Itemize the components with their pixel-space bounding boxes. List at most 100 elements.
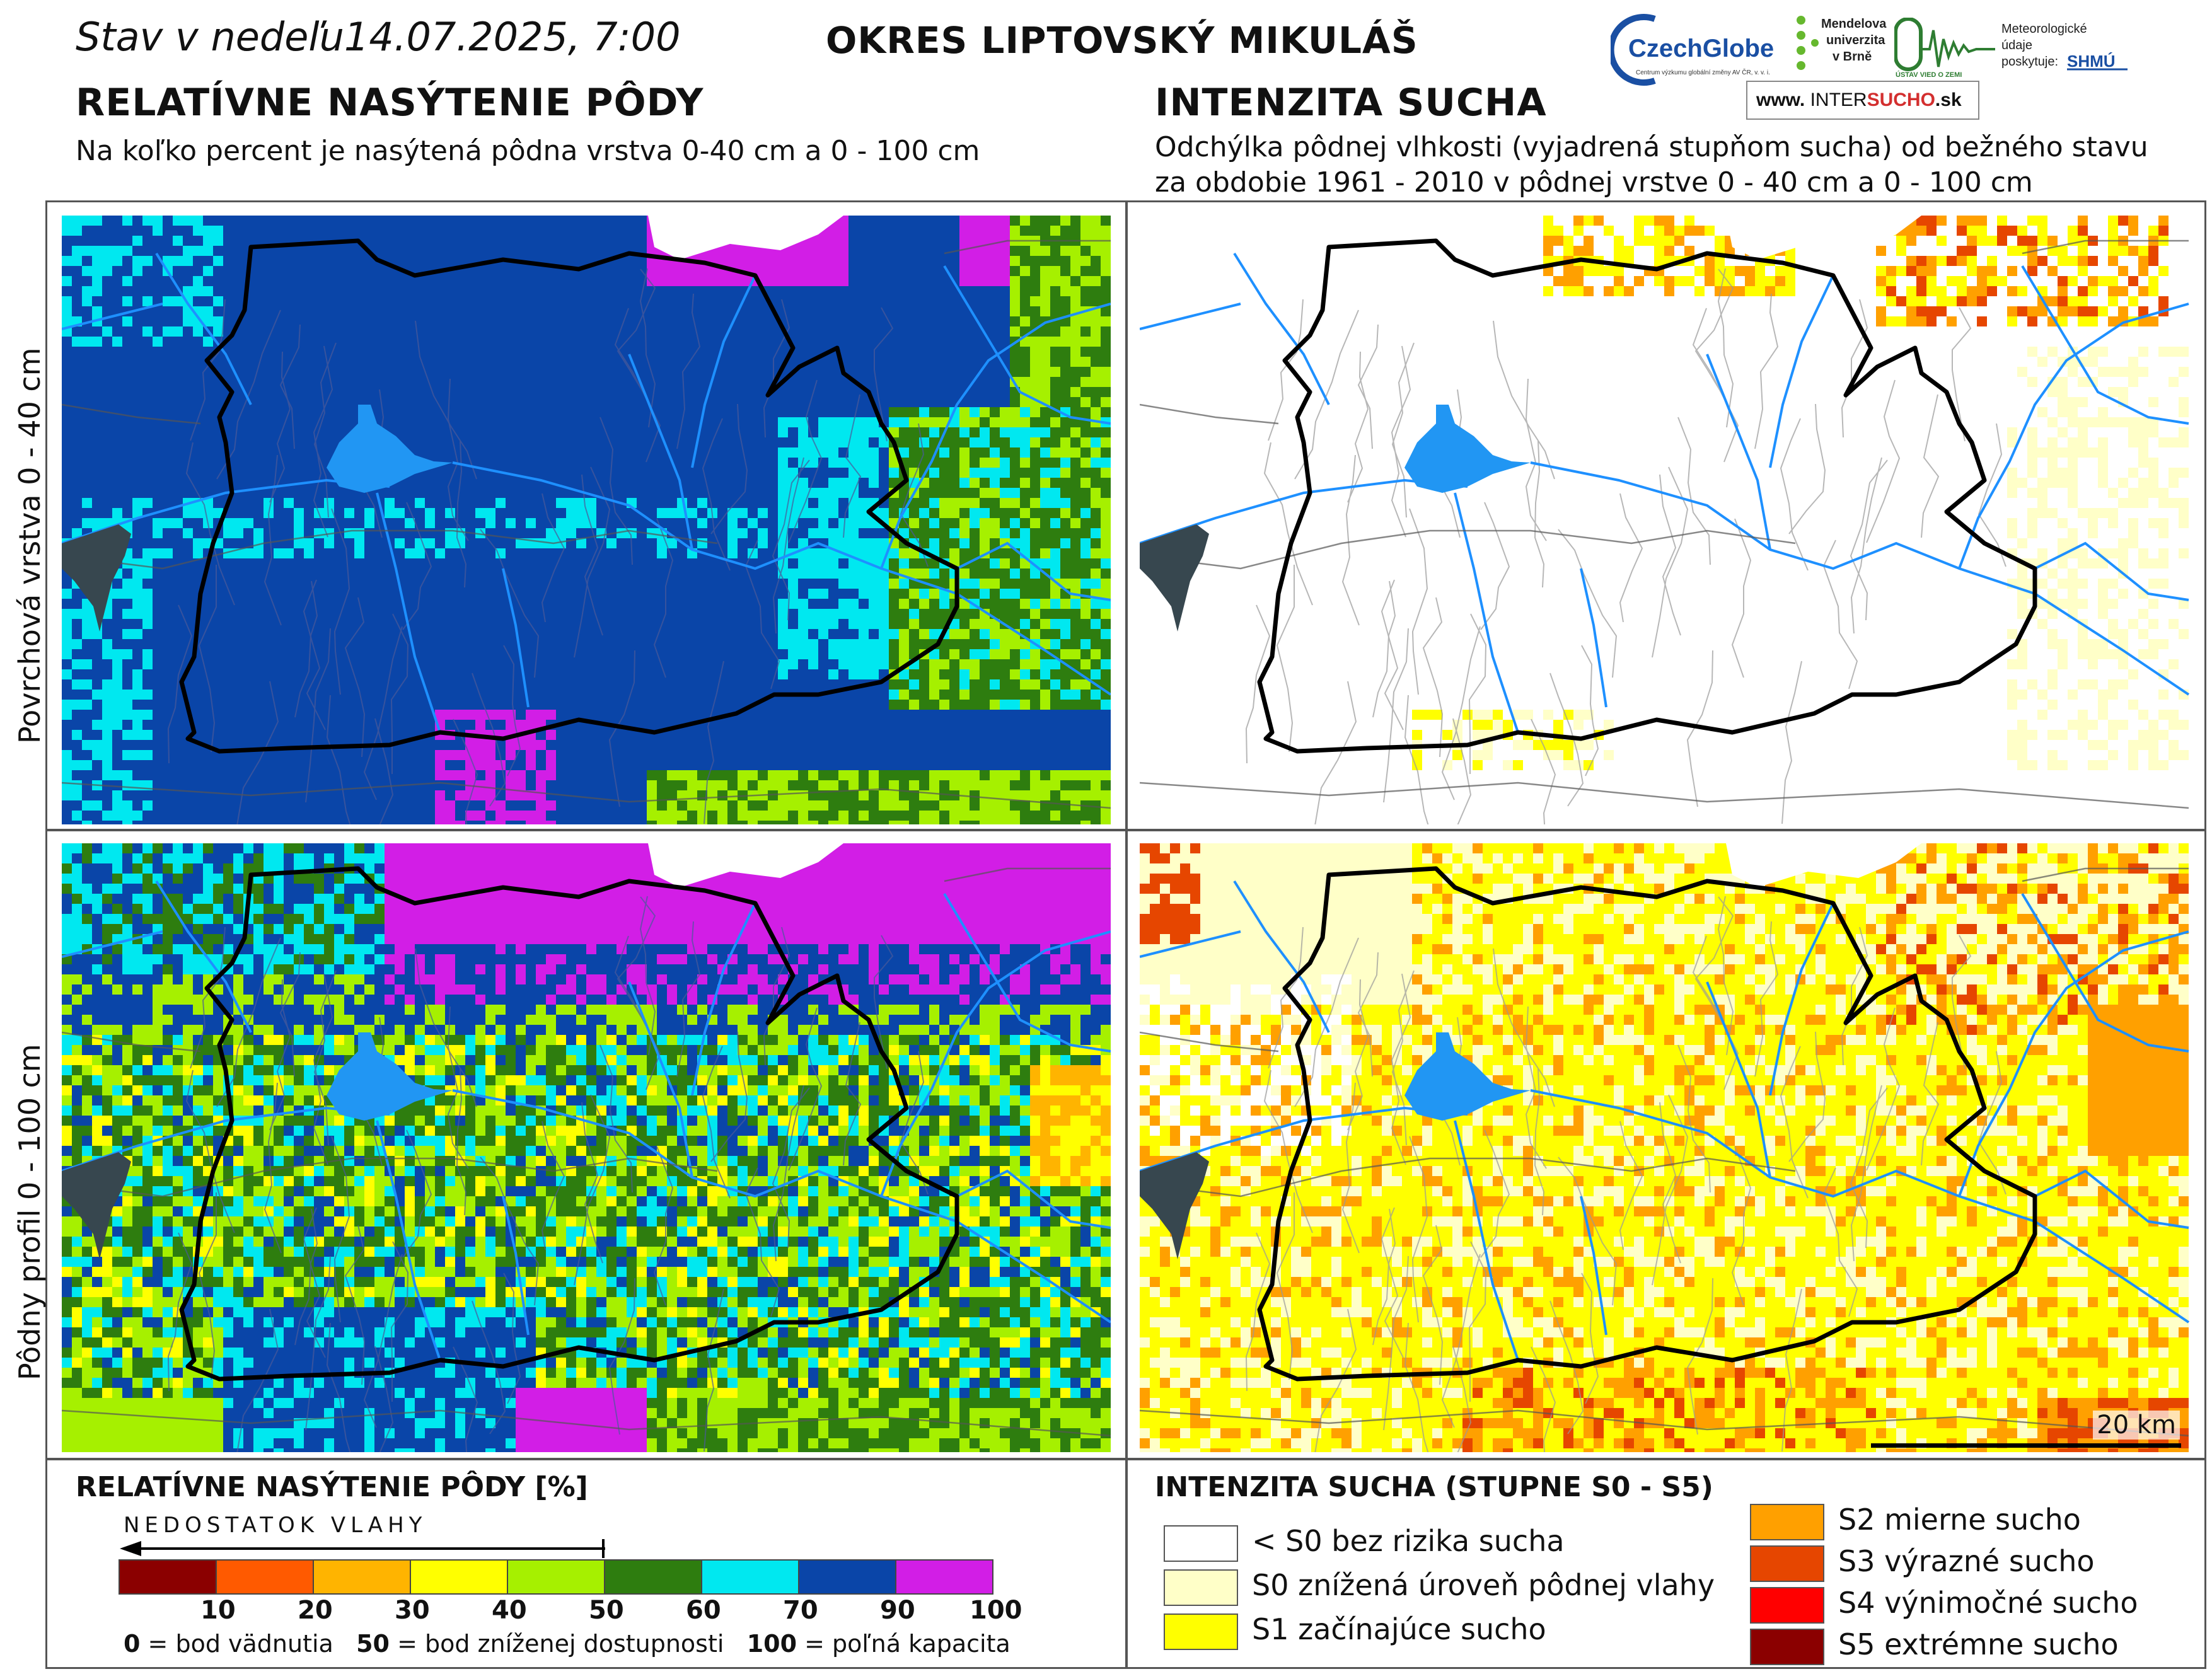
drought-swatch bbox=[1750, 1629, 1824, 1665]
rivers bbox=[62, 252, 1111, 733]
drought-subtitle-2: za obdobie 1961 - 2010 v pôdnej vrstve 0… bbox=[1155, 165, 2033, 200]
outside-border-area bbox=[1726, 843, 1921, 887]
drought-swatch bbox=[1164, 1569, 1238, 1606]
map-drought-profile: 20 km bbox=[1140, 843, 2194, 1452]
reservoir-dark bbox=[1140, 524, 1209, 632]
colorbar-segment bbox=[410, 1559, 508, 1595]
colorbar-segment bbox=[507, 1559, 605, 1595]
drought-swatch bbox=[1750, 1545, 1824, 1582]
colorbar-tick-label: 30 bbox=[395, 1596, 430, 1625]
deficit-arrow bbox=[120, 1539, 605, 1558]
drought-class-label: S1 začínajúce sucho bbox=[1252, 1612, 1546, 1646]
legend-saturation-title: RELATÍVNE NASÝTENIE PÔDY [%] bbox=[76, 1471, 588, 1503]
reservoir bbox=[1404, 405, 1531, 493]
stream-network bbox=[167, 896, 929, 1452]
svg-text:Mendelova: Mendelova bbox=[1821, 17, 1887, 31]
meteo-credit: Meteorologické údaje poskytuje: SHMÚ bbox=[2001, 19, 2140, 76]
row-label-topsoil: Povrchová vrstva 0 - 40 cm bbox=[13, 347, 47, 744]
date-value: 14.07.2025, 7:00 bbox=[344, 14, 681, 60]
stream-network bbox=[1245, 268, 2006, 824]
roads bbox=[1140, 240, 2189, 809]
raster-layer bbox=[62, 216, 1111, 824]
svg-text:údaje: údaje bbox=[2001, 38, 2032, 52]
district-boundary bbox=[179, 866, 959, 1382]
svg-text:univerzita: univerzita bbox=[1826, 33, 1885, 47]
scale-bar-label: 20 km bbox=[2093, 1411, 2180, 1440]
legend-drought-title: INTENZITA SUCHA (STUPNE S0 - S5) bbox=[1155, 1471, 1713, 1503]
colorbar-tick-label: 60 bbox=[686, 1596, 721, 1625]
uvzp-logo: ÚSTAV VIED O ZEMI bbox=[1894, 17, 1998, 81]
colorbar-segment bbox=[798, 1559, 896, 1595]
outside-border-area bbox=[648, 216, 843, 260]
drought-class-label: S4 výnimočné sucho bbox=[1838, 1586, 2138, 1620]
map-drought-topsoil bbox=[1140, 216, 2194, 824]
colorbar-tick-label: 40 bbox=[492, 1596, 527, 1625]
drought-legend-items: < S0 bez rizika sucha S0 znížená úroveň p… bbox=[1154, 1494, 2200, 1670]
colorbar-segment bbox=[604, 1559, 702, 1595]
drought-swatch bbox=[1164, 1613, 1238, 1650]
district-boundary bbox=[1257, 238, 2037, 754]
colorbar-tick-label: 70 bbox=[783, 1596, 818, 1625]
mendel-logo: Mendelova univerzita v Brně bbox=[1793, 13, 1894, 88]
deficit-arrow-label: NEDOSTATOK VLAHY bbox=[124, 1513, 427, 1538]
raster-layer bbox=[1140, 843, 2189, 1452]
header-date: Stav v nedeľu14.07.2025, 7:00 bbox=[76, 14, 681, 60]
date-prefix: Stav v nedeľu bbox=[76, 14, 344, 60]
drought-class-label: S3 výrazné sucho bbox=[1838, 1544, 2095, 1578]
czechglobe-text: CzechGlobe bbox=[1628, 35, 1774, 62]
saturation-title: RELATÍVNE NASÝTENIE PÔDY bbox=[76, 81, 704, 125]
svg-text:Meteorologické: Meteorologické bbox=[2001, 22, 2087, 36]
saturation-notes: 0 = bod vädnutia 50 = bod zníženej dostu… bbox=[124, 1630, 1010, 1658]
roads bbox=[62, 240, 1111, 809]
drought-swatch bbox=[1750, 1587, 1824, 1624]
drought-swatch bbox=[1164, 1525, 1238, 1562]
colorbar-tick-label: 100 bbox=[970, 1596, 1022, 1625]
frame-legend-right bbox=[1126, 1458, 2206, 1669]
reservoir-dark bbox=[62, 524, 131, 632]
stream-network bbox=[167, 268, 929, 824]
district-boundary bbox=[179, 238, 959, 754]
colorbar-tick-label: 90 bbox=[880, 1596, 915, 1625]
roads bbox=[1140, 867, 2189, 1437]
reservoir bbox=[327, 1032, 453, 1121]
row-label-profile: Pôdny profil 0 - 100 cm bbox=[13, 1044, 47, 1380]
scale-bar: 20 km bbox=[1871, 1411, 2186, 1448]
outside-border-area bbox=[648, 843, 843, 887]
saturation-colorbar bbox=[119, 1559, 1026, 1595]
drought-subtitle-1: Odchýlka pôdnej vlhkosti (vyjadrená stup… bbox=[1155, 130, 2148, 165]
colorbar-tick-label: 20 bbox=[298, 1596, 333, 1625]
district-title: OKRES LIPTOVSKÝ MIKULÁŠ bbox=[826, 19, 1418, 62]
saturation-subtitle: Na koľko percent je nasýtená pôdna vrstv… bbox=[76, 134, 980, 169]
czechglobe-logo: CzechGlobe Centrum výzkumu globální změn… bbox=[1607, 11, 1793, 87]
reservoir-dark bbox=[62, 1152, 131, 1259]
roads bbox=[62, 867, 1111, 1437]
colorbar-tick-label: 50 bbox=[589, 1596, 624, 1625]
saturation-colorbar-ticks: 10 20 30 40 50 60 70 90 100 bbox=[119, 1596, 1051, 1627]
colorbar-segment bbox=[216, 1559, 314, 1595]
district-boundary bbox=[1257, 866, 2037, 1382]
drought-class-label: < S0 bez rizika sucha bbox=[1252, 1524, 1565, 1558]
reservoir-dark bbox=[1140, 1152, 1209, 1259]
raster-layer bbox=[1140, 216, 2189, 824]
shmu-text: SHMÚ bbox=[2067, 52, 2116, 71]
colorbar-segment bbox=[119, 1559, 217, 1595]
reservoir bbox=[1404, 1032, 1531, 1121]
svg-text:ÚSTAV VIED O ZEMI: ÚSTAV VIED O ZEMI bbox=[1896, 71, 1962, 79]
map-saturation-topsoil bbox=[62, 216, 1111, 824]
svg-text:poskytuje:: poskytuje: bbox=[2001, 55, 2058, 69]
drought-class-label: S2 mierne sucho bbox=[1838, 1503, 2081, 1537]
drought-swatch bbox=[1750, 1504, 1824, 1540]
outside-border-area bbox=[1726, 216, 1921, 260]
colorbar-segment bbox=[701, 1559, 799, 1595]
drought-class-label: S5 extrémne sucho bbox=[1838, 1627, 2119, 1661]
stream-network bbox=[1245, 896, 2006, 1452]
colorbar-segment bbox=[313, 1559, 411, 1595]
intersucho-logo: www. INTERSUCHO.sk bbox=[1746, 81, 1979, 120]
drought-title: INTENZITA SUCHA bbox=[1155, 81, 1547, 125]
colorbar-tick-label: 10 bbox=[200, 1596, 236, 1625]
map-saturation-profile bbox=[62, 843, 1111, 1452]
drought-class-label: S0 znížená úroveň pôdnej vlahy bbox=[1252, 1568, 1715, 1602]
reservoir bbox=[327, 405, 453, 493]
colorbar-segment bbox=[895, 1559, 993, 1595]
czechglobe-sub: Centrum výzkumu globální změny AV ČR, v.… bbox=[1636, 68, 1770, 76]
